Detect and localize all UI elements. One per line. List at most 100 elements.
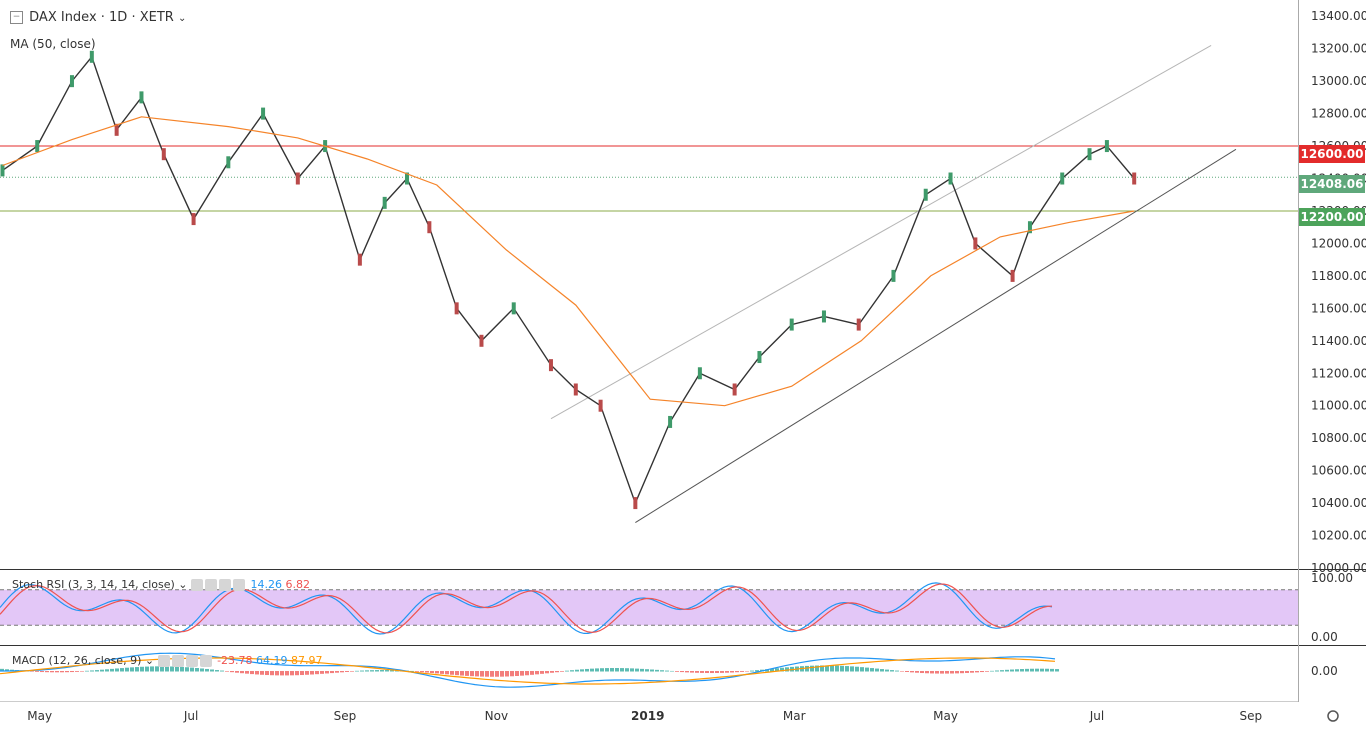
stoch-label[interactable]: Stoch RSI (3, 3, 14, 14, close) [12,578,175,591]
close-icon[interactable] [199,655,212,667]
macd-histogram-bar [1000,670,1004,672]
macd-histogram-bar [555,671,559,673]
macd-histogram-bar [980,671,984,673]
time-axis-label: Jul [183,709,198,723]
collapse-icon[interactable]: − [10,11,23,24]
macd-histogram-bar [255,671,259,675]
macd-histogram-bar [260,671,264,675]
macd-histogram-bar [755,670,759,672]
time-axis-label: Nov [485,709,508,723]
macd-label[interactable]: MACD (12, 26, close, 9) [12,654,142,667]
close-icon[interactable] [233,579,246,591]
macd-histogram-bar [845,666,849,672]
macd-histogram-bar [55,671,59,673]
macd-histogram-bar [285,671,289,676]
macd-histogram-bar [430,671,434,673]
macd-histogram-bar [500,671,504,677]
time-axis-label: Sep [1240,709,1263,723]
macd-histogram-bar [970,671,974,673]
macd-histogram-bar [340,671,344,673]
macd-histogram-bar [715,671,719,673]
macd-histogram-bar [805,665,809,672]
macd-histogram-bar [460,671,464,676]
gear-icon [1327,710,1339,722]
macd-histogram-bar [700,671,704,673]
macd-histogram-bar [1045,668,1049,672]
price-tag-support: 12200.00 [1299,208,1365,226]
macd-axis-label: 0.00 [1311,664,1338,678]
time-axis-label: May [933,709,958,723]
macd-histogram-bar [570,670,574,672]
macd-histogram-bar [455,671,459,676]
candle-marker [0,164,5,177]
macd-legend: MACD (12, 26, close, 9) ⌄ -23.78 64.19 8… [12,654,323,667]
macd-histogram-bar [550,671,554,673]
price-tag-last: 12408.06 [1299,175,1365,193]
macd-histogram-bar [930,671,934,674]
lock-icon[interactable] [219,579,232,591]
stoch-d-line [0,583,1053,634]
macd-histogram-bar [1010,669,1014,672]
macd-controls [157,654,218,667]
stoch-controls [191,578,251,591]
eye-icon[interactable] [191,579,204,591]
candle-marker [973,237,978,250]
macd-histogram-bar [900,671,904,672]
chevron-down-icon[interactable]: ⌄ [144,654,155,667]
macd-histogram-bar [915,671,919,673]
candle-marker [89,50,94,63]
time-axis-label: 2019 [631,709,664,723]
macd-histogram-bar [320,671,324,674]
candle-marker [697,367,702,380]
price-tick-label: 11400.00 [1311,334,1366,348]
macd-histogram-bar [905,671,909,672]
macd-histogram-bar [665,670,669,672]
macd-histogram-bar [950,671,954,674]
macd-histogram-bar [170,666,174,672]
macd-histogram-bar [325,671,329,674]
macd-histogram-bar [355,670,359,672]
main-legend: − DAX Index · 1D · XETR ⌄ [10,10,186,25]
lock-icon[interactable] [185,655,198,667]
price-tick-label: 10200.00 [1311,529,1366,543]
macd-histogram-bar [545,671,549,674]
macd-histogram-bar [990,670,994,672]
macd-histogram-bar [235,671,239,673]
eye-icon[interactable] [157,655,170,667]
candle-marker [357,253,362,266]
candle-marker [548,359,553,372]
macd-histogram-bar [655,669,659,672]
macd-histogram-bar [180,666,184,672]
chevron-down-icon[interactable]: ⌄ [178,578,188,591]
macd-histogram-bar [630,668,634,672]
macd-histogram-bar [110,668,114,672]
candle-marker [295,172,300,185]
macd-histogram-bar [75,671,79,672]
macd-histogram-bar [965,671,969,673]
macd-histogram-bar [505,671,509,677]
macd-histogram-bar [775,668,779,672]
macd-histogram-bar [740,671,744,672]
macd-histogram-bar [220,670,224,672]
symbol-title[interactable]: DAX Index · 1D · XETR [29,10,174,25]
time-axis-label: Sep [334,709,357,723]
candle-marker [891,269,896,282]
macd-histogram-bar [910,671,914,673]
macd-histogram-bar [605,668,609,672]
price-tick-label: 13200.00 [1311,42,1366,56]
macd-histogram-bar [350,671,354,672]
macd-histogram-bar [45,671,49,673]
macd-histogram-bar [815,665,819,672]
macd-histogram-bar [125,667,129,672]
ma-label[interactable]: MA (50, close) [10,37,96,51]
stoch-k-value: 14.26 [250,578,283,591]
price-tick-label: 10800.00 [1311,431,1366,445]
macd-histogram-bar [1005,669,1009,672]
macd-histogram-bar [1035,668,1039,672]
chevron-down-icon[interactable]: ⌄ [177,13,187,24]
gear-icon[interactable] [205,579,218,591]
gear-icon[interactable] [171,655,184,667]
series-line [2,55,1135,506]
macd-histogram-bar [250,671,254,675]
